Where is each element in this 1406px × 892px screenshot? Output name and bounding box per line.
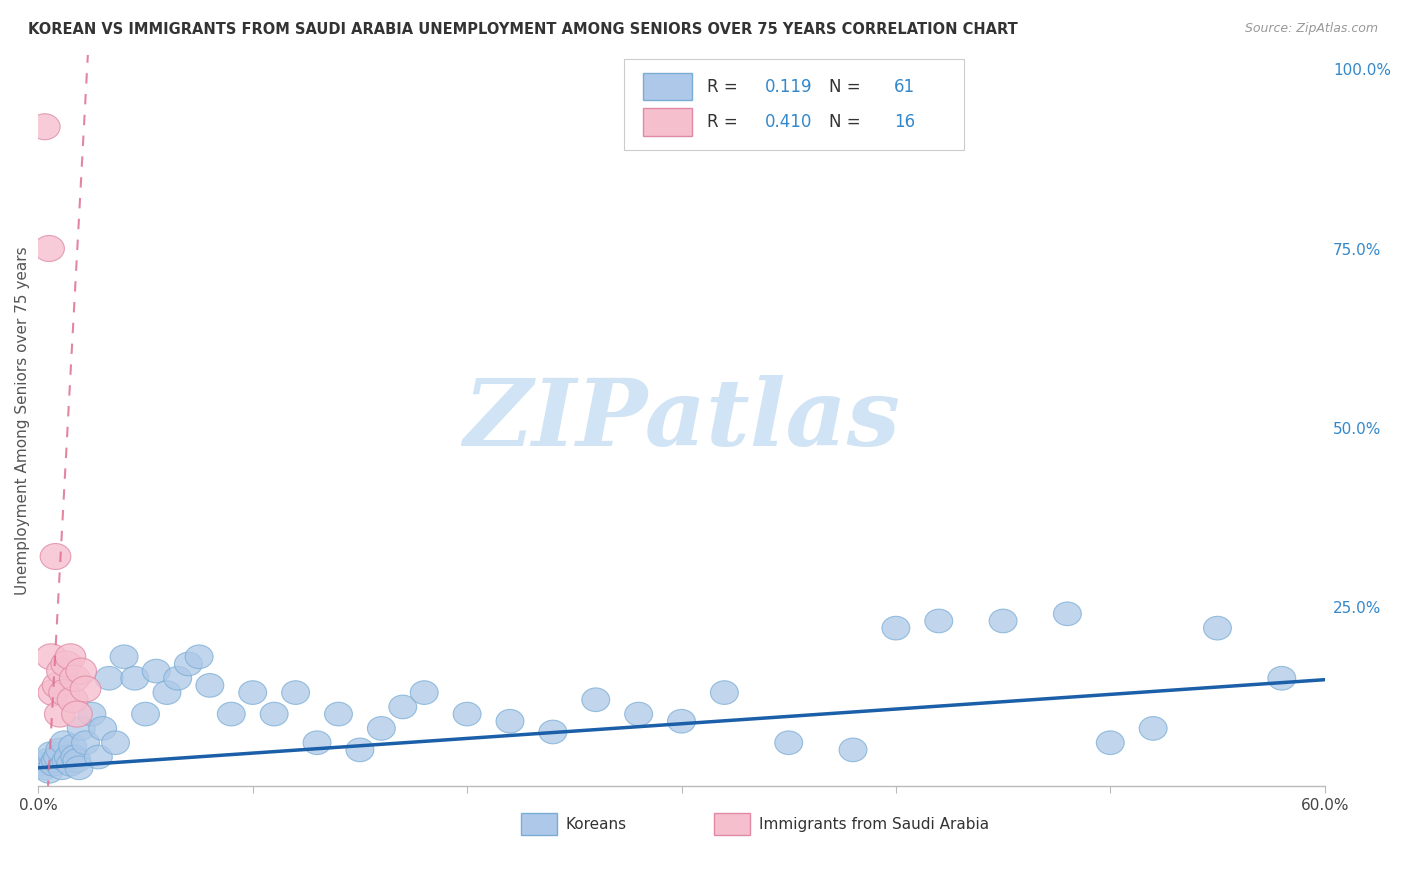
Ellipse shape [132,702,159,726]
Ellipse shape [59,734,87,758]
Ellipse shape [839,738,868,762]
Ellipse shape [35,760,63,783]
Ellipse shape [63,748,91,772]
Bar [643,72,692,101]
Ellipse shape [58,687,89,713]
Ellipse shape [624,702,652,726]
Ellipse shape [77,702,105,726]
Ellipse shape [121,666,149,690]
Ellipse shape [84,745,112,769]
Ellipse shape [48,756,76,780]
Ellipse shape [1268,666,1296,690]
Ellipse shape [163,666,191,690]
Ellipse shape [30,114,60,140]
Ellipse shape [70,676,101,702]
FancyBboxPatch shape [624,59,965,150]
Ellipse shape [89,716,117,740]
Text: 0.119: 0.119 [765,78,813,95]
Ellipse shape [1097,731,1125,755]
Ellipse shape [389,695,416,719]
Ellipse shape [60,745,89,769]
Text: ZIPatlas: ZIPatlas [463,376,900,466]
Ellipse shape [1139,716,1167,740]
Ellipse shape [882,616,910,640]
Ellipse shape [55,644,86,670]
Ellipse shape [668,709,696,733]
Text: 61: 61 [894,78,915,95]
Ellipse shape [52,748,80,772]
Ellipse shape [925,609,953,632]
Ellipse shape [110,645,138,669]
Ellipse shape [65,756,93,780]
Ellipse shape [153,681,181,705]
Text: Source: ZipAtlas.com: Source: ZipAtlas.com [1244,22,1378,36]
Bar [643,108,692,136]
Text: R =: R = [707,112,744,130]
Ellipse shape [142,659,170,683]
Ellipse shape [37,644,66,670]
Ellipse shape [46,658,77,684]
Ellipse shape [1204,616,1232,640]
Ellipse shape [46,738,73,762]
Ellipse shape [367,716,395,740]
Ellipse shape [775,731,803,755]
Ellipse shape [34,235,65,261]
Ellipse shape [32,748,60,772]
Text: KOREAN VS IMMIGRANTS FROM SAUDI ARABIA UNEMPLOYMENT AMONG SENIORS OVER 75 YEARS : KOREAN VS IMMIGRANTS FROM SAUDI ARABIA U… [28,22,1018,37]
Text: 0.410: 0.410 [765,112,813,130]
Ellipse shape [72,731,100,755]
Ellipse shape [281,681,309,705]
Ellipse shape [28,752,56,776]
Ellipse shape [453,702,481,726]
Ellipse shape [42,673,73,698]
Ellipse shape [304,731,330,755]
Ellipse shape [56,752,84,776]
Ellipse shape [346,738,374,762]
Ellipse shape [67,716,96,740]
Bar [520,814,557,836]
Ellipse shape [51,651,82,677]
Ellipse shape [325,702,353,726]
Ellipse shape [174,652,202,676]
Ellipse shape [710,681,738,705]
Ellipse shape [101,731,129,755]
Ellipse shape [1053,602,1081,625]
Ellipse shape [55,745,83,769]
Ellipse shape [44,745,72,769]
Ellipse shape [66,658,97,684]
Ellipse shape [195,673,224,698]
Text: N =: N = [830,78,866,95]
Ellipse shape [582,688,610,712]
Ellipse shape [496,709,524,733]
Ellipse shape [218,702,245,726]
Text: R =: R = [707,78,744,95]
Ellipse shape [62,701,93,727]
Y-axis label: Unemployment Among Seniors over 75 years: Unemployment Among Seniors over 75 years [15,246,30,595]
Ellipse shape [260,702,288,726]
Ellipse shape [51,731,77,755]
Text: N =: N = [830,112,866,130]
Ellipse shape [49,680,79,706]
Ellipse shape [186,645,214,669]
Ellipse shape [38,741,65,765]
Ellipse shape [538,720,567,744]
Ellipse shape [45,701,75,727]
Text: Koreans: Koreans [565,817,627,832]
Ellipse shape [31,756,59,780]
Ellipse shape [38,680,69,706]
Ellipse shape [39,752,67,776]
Ellipse shape [96,666,122,690]
Ellipse shape [41,543,70,569]
Ellipse shape [411,681,439,705]
Ellipse shape [42,748,69,772]
Text: Immigrants from Saudi Arabia: Immigrants from Saudi Arabia [759,817,988,832]
Ellipse shape [59,665,90,691]
Ellipse shape [990,609,1017,632]
Bar [714,814,749,836]
Ellipse shape [239,681,267,705]
Text: 16: 16 [894,112,915,130]
